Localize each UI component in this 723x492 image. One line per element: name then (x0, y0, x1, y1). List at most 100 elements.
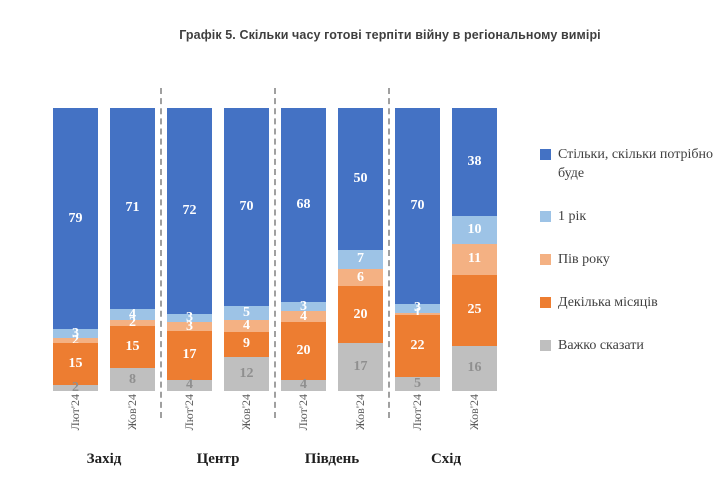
stacked-bar-Захід-Жов'24: 71 4 2 15 8 (110, 108, 155, 391)
bar-segment: 79 (53, 108, 98, 330)
bar-segment: 3 (281, 298, 326, 314)
bar-segment: 6 (338, 269, 383, 287)
bar-segment: 20 (338, 286, 383, 343)
tick-row: Лют'24 Жов'24 (281, 391, 383, 449)
bar-value-label: 4 (243, 317, 250, 333)
tick-row: Лют'24 Жов'24 (395, 391, 497, 449)
bar-value-label: 1 (414, 305, 421, 321)
bar-value-label: 7 (357, 251, 364, 267)
stacked-bar-Схід-Жов'24: 38 10 11 25 16 (452, 108, 497, 391)
bar-segment: 2 (110, 316, 155, 330)
x-tick-label: Жов'24 (353, 394, 367, 430)
tick-label-cell: Жов'24 (452, 391, 497, 449)
bar-value-label: 4 (129, 306, 136, 322)
bar-segment: 4 (281, 377, 326, 393)
bar-value-label: 4 (300, 377, 307, 393)
x-tick-label: Лют'24 (182, 394, 196, 431)
legend-label: Декілька місяців (558, 295, 658, 310)
bar-value-label: 72 (182, 202, 197, 218)
group-separator (160, 88, 162, 418)
bar-value-label: 15 (125, 339, 140, 355)
bar-segment: 20 (281, 322, 326, 380)
bar-pair: 72 3 3 17 4 70 5 4 9 12 (167, 108, 269, 392)
bar-segment: 4 (224, 317, 269, 333)
bar-value-label: 4 (300, 308, 307, 324)
bar-segment: 3 (167, 310, 212, 326)
bar-value-label: 20 (353, 306, 368, 322)
legend-swatch (540, 211, 551, 222)
x-tick-label: Жов'24 (125, 394, 139, 430)
legend-item-4: Декілька місяців (540, 293, 715, 312)
bar-value-label: 38 (467, 153, 482, 169)
bar-pair: 68 3 4 20 4 50 7 6 20 17 (281, 108, 383, 393)
stacked-bar-Південь-Жов'24: 50 7 6 20 17 (338, 108, 383, 391)
bar-value-label: 22 (410, 338, 425, 354)
legend-swatch (540, 149, 551, 160)
tick-label-cell: Лют'24 (53, 391, 98, 449)
bar-segment: 2 (53, 381, 98, 395)
bar-value-label: 2 (129, 315, 136, 331)
bar-value-label: 3 (300, 298, 307, 314)
bar-segment: 5 (395, 376, 440, 391)
bar-segment: 7 (338, 249, 383, 270)
legend: Стільки, скільки потрібно буде 1 рік Пів р… (540, 145, 715, 355)
legend-item-1: Стільки, скільки потрібно буде (540, 145, 715, 183)
bar-group-4: 70 3 1 22 5 38 10 11 25 16 Лют'24 Жов'24 Схід (395, 108, 497, 468)
stacked-bar-Схід-Лют'24: 70 3 1 22 5 (395, 108, 440, 391)
bar-segment: 50 (338, 108, 383, 250)
bar-value-label: 3 (72, 325, 79, 341)
tick-label-cell: Жов'24 (224, 391, 269, 449)
group-separator (388, 88, 390, 418)
bar-segment: 15 (53, 343, 98, 386)
x-tick-label: Жов'24 (467, 394, 481, 430)
x-tick-label: Жов'24 (239, 394, 253, 430)
bar-value-label: 3 (186, 318, 193, 334)
bar-group-3: 68 3 4 20 4 50 7 6 20 17 Лют'24 Жов'24 Південь (281, 108, 383, 468)
tick-row: Лют'24 Жов'24 (167, 391, 269, 449)
bar-value-label: 15 (68, 356, 83, 372)
bar-segment: 68 (281, 108, 326, 303)
stacked-bar-Захід-Лют'24: 79 3 2 15 2 (53, 108, 98, 395)
bar-segment: 12 (224, 357, 269, 391)
bar-value-label: 2 (72, 380, 79, 396)
bar-segment: 38 (452, 108, 497, 216)
group-separator (274, 88, 276, 418)
bar-segment: 22 (395, 315, 440, 377)
bar-segment: 2 (53, 333, 98, 347)
tick-label-cell: Жов'24 (110, 391, 155, 449)
bar-segment: 3 (395, 300, 440, 316)
bar-segment: 25 (452, 274, 497, 346)
legend-item-2: 1 рік (540, 207, 715, 226)
bar-value-label: 20 (296, 342, 311, 358)
bar-segment: 16 (452, 345, 497, 391)
bar-value-label: 11 (467, 251, 482, 267)
bar-segment: 4 (167, 378, 212, 392)
legend-item-3: Пів року (540, 250, 715, 269)
group-label: Південь (304, 451, 360, 467)
bar-value-label: 5 (243, 305, 250, 321)
bar-value-label: 16 (467, 360, 482, 376)
legend-label: 1 рік (558, 209, 587, 224)
bar-segment: 11 (452, 243, 497, 275)
tick-label-cell: Жов'24 (338, 391, 383, 449)
legend-label: Стільки, скільки потрібно буде (558, 147, 713, 181)
legend-swatch (540, 297, 551, 308)
chart-title: Графік 5. Скільки часу готові терпіти ві… (179, 28, 601, 42)
bar-value-label: 17 (182, 347, 197, 363)
bar-value-label: 25 (467, 302, 482, 318)
legend-label: Пів року (558, 252, 610, 267)
bar-value-label: 71 (125, 200, 140, 216)
bar-segment: 4 (281, 308, 326, 324)
bar-value-label: 50 (353, 170, 368, 186)
bar-value-label: 3 (186, 310, 193, 326)
stacked-bar-Центр-Лют'24: 72 3 3 17 4 (167, 108, 212, 392)
bar-segment: 5 (224, 305, 269, 321)
x-tick-label: Лют'24 (296, 394, 310, 431)
bar-value-label: 9 (243, 336, 250, 352)
bar-value-label: 3 (414, 300, 421, 316)
bar-pair: 79 3 2 15 2 71 4 2 15 8 (53, 108, 155, 395)
bar-segment: 72 (167, 108, 212, 314)
bar-value-label: 70 (239, 199, 254, 215)
legend-label: Важко сказати (558, 338, 644, 353)
